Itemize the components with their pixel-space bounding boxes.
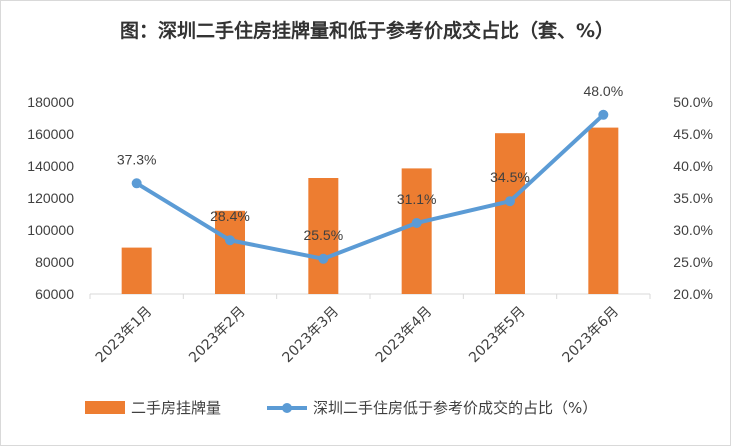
y-left-tick-label: 100000 [27,222,74,238]
data-label: 34.5% [490,169,530,185]
line-point [411,217,422,228]
x-tick-label: 2023年1月 [93,303,156,366]
y-right-tick-label: 35.0% [673,190,713,206]
bar-listings [215,210,245,294]
x-tick-label: 2023年2月 [186,303,249,366]
x-tick-label: 2023年6月 [559,303,622,366]
bar-listings [495,133,525,294]
line-point [131,178,142,189]
y-left-tick-label: 60000 [35,286,74,302]
chart-title: 图：深圳二手住房挂牌量和低于参考价成交占比（套、%） [119,20,615,42]
data-label: 31.1% [397,191,437,207]
line-point [598,109,609,120]
y-left-tick-label: 120000 [27,190,74,206]
x-tick-label: 2023年4月 [373,303,436,366]
legend-swatch-marker [282,403,292,413]
legend-label-bar: 二手房挂牌量 [131,399,221,417]
y-right-tick-label: 45.0% [673,126,713,142]
data-label: 48.0% [583,83,623,99]
y-right-tick-label: 30.0% [673,222,713,238]
y-right-tick-label: 50.0% [673,94,713,110]
data-label: 37.3% [117,151,157,167]
y-left-tick-label: 140000 [27,158,74,174]
line-point [225,235,235,246]
y-right-tick-label: 20.0% [673,286,713,302]
y-left-tick-label: 80000 [35,254,74,270]
series-line-below-reference [134,112,606,261]
y-left-tick-label: 180000 [27,94,74,110]
x-tick-label: 2023年3月 [279,303,342,366]
bar-listings [121,247,152,294]
y-right-tick-label: 25.0% [673,254,713,270]
y-right-tick-label: 40.0% [673,158,713,174]
x-tick-label: 2023年5月 [466,303,529,366]
legend-swatch-bar [85,401,125,414]
y-left-tick-label: 160000 [27,126,74,142]
bar-listings [588,127,619,294]
legend-label-line: 深圳二手住房低于参考价成交的占比（%） [313,399,597,417]
bar-listings [401,168,432,294]
data-label: 25.5% [303,227,343,243]
data-label: 28.4% [210,208,250,224]
bar-listings [308,178,339,294]
line-point [318,253,329,264]
line-point [505,196,515,207]
